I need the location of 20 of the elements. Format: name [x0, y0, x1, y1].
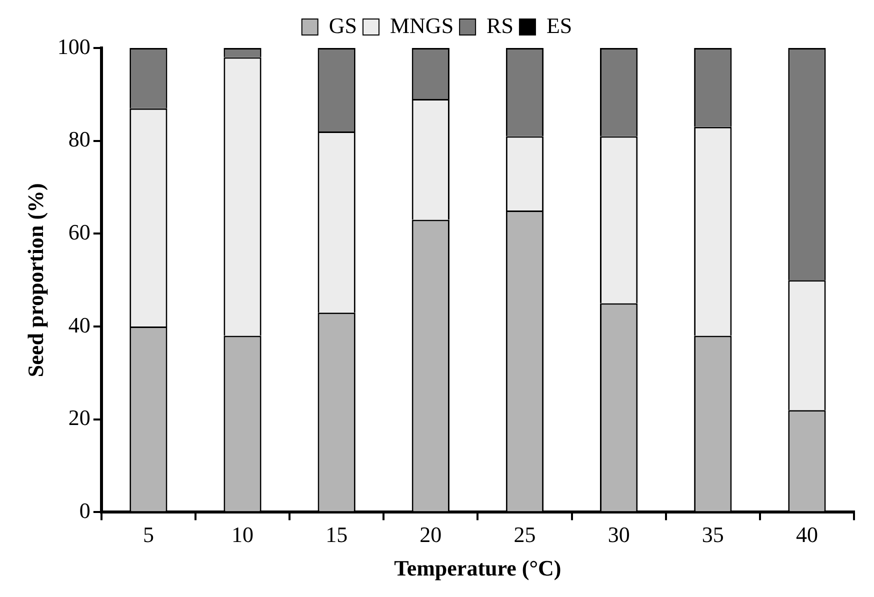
x-tick-label: 40 — [796, 522, 818, 548]
y-axis-title: Seed proportion (%) — [22, 183, 48, 378]
legend-label: GS — [328, 12, 357, 38]
x-tick-label: 10 — [232, 522, 254, 548]
y-tick-label: 0 — [79, 498, 90, 523]
y-tick-label: 40 — [68, 312, 90, 338]
x-tick-label: 20 — [420, 522, 442, 548]
legend-label: RS — [486, 12, 514, 38]
y-tick-label: 60 — [68, 219, 90, 244]
x-tick-label: 30 — [608, 522, 630, 548]
y-tick-label: 100 — [57, 34, 90, 59]
legend-label: ES — [546, 12, 572, 38]
y-tick-label: 20 — [68, 405, 90, 430]
x-tick-label: 15 — [326, 522, 348, 548]
y-tick-label: 80 — [68, 126, 90, 152]
x-tick-label: 25 — [514, 522, 536, 548]
x-axis-title: Temperature (°C) — [394, 555, 562, 580]
legend-label: MNGS — [390, 12, 454, 38]
x-tick-label: 35 — [702, 522, 724, 548]
x-tick-label: 5 — [142, 522, 154, 548]
